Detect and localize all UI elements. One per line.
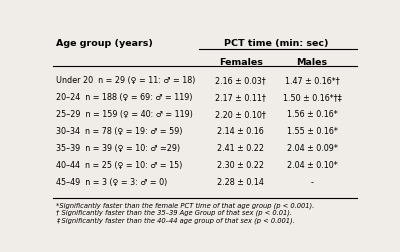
Text: 2.16 ± 0.03†: 2.16 ± 0.03† [215,76,266,85]
Text: 1.55 ± 0.16*: 1.55 ± 0.16* [286,127,337,136]
Text: -: - [310,178,313,187]
Text: 30–34  n = 78 (♀ = 19: ♂ = 59): 30–34 n = 78 (♀ = 19: ♂ = 59) [56,127,183,136]
Text: Under 20  n = 29 (♀ = 11: ♂ = 18): Under 20 n = 29 (♀ = 11: ♂ = 18) [56,76,196,85]
Text: Males: Males [296,58,328,67]
Text: 25–29  n = 159 (♀ = 40: ♂ = 119): 25–29 n = 159 (♀ = 40: ♂ = 119) [56,110,193,119]
Text: PCT time (min: sec): PCT time (min: sec) [224,39,328,48]
Text: 45–49  n = 3 (♀ = 3: ♂ = 0): 45–49 n = 3 (♀ = 3: ♂ = 0) [56,178,168,187]
Text: 2.04 ± 0.09*: 2.04 ± 0.09* [286,144,337,153]
Text: 2.04 ± 0.10*: 2.04 ± 0.10* [286,161,337,170]
Text: 1.47 ± 0.16*†: 1.47 ± 0.16*† [284,76,339,85]
Text: Age group (years): Age group (years) [56,39,153,48]
Text: 40–44  n = 25 (♀ = 10: ♂ = 15): 40–44 n = 25 (♀ = 10: ♂ = 15) [56,161,182,170]
Text: ‡ Significantly faster than the 40–44 age group of that sex (p < 0.001).: ‡ Significantly faster than the 40–44 ag… [56,217,295,224]
Text: 2.20 ± 0.10†: 2.20 ± 0.10† [215,110,266,119]
Text: 1.56 ± 0.16*: 1.56 ± 0.16* [286,110,337,119]
Text: 2.30 ± 0.22: 2.30 ± 0.22 [217,161,264,170]
Text: † Significantly faster than the 35–39 Age Group of that sex (p < 0.01).: † Significantly faster than the 35–39 Ag… [56,210,292,216]
Text: 2.28 ± 0.14: 2.28 ± 0.14 [217,178,264,187]
Text: 2.14 ± 0.16: 2.14 ± 0.16 [217,127,264,136]
Text: 2.17 ± 0.11†: 2.17 ± 0.11† [215,93,266,102]
Text: 35–39  n = 39 (♀ = 10: ♂ =29): 35–39 n = 39 (♀ = 10: ♂ =29) [56,144,180,153]
Text: Females: Females [219,58,262,67]
Text: *Significantly faster than the female PCT time of that age group (p < 0.001).: *Significantly faster than the female PC… [56,202,314,209]
Text: 2.41 ± 0.22: 2.41 ± 0.22 [217,144,264,153]
Text: 1.50 ± 0.16*†‡: 1.50 ± 0.16*†‡ [282,93,341,102]
Text: 20–24  n = 188 (♀ = 69: ♂ = 119): 20–24 n = 188 (♀ = 69: ♂ = 119) [56,93,193,102]
